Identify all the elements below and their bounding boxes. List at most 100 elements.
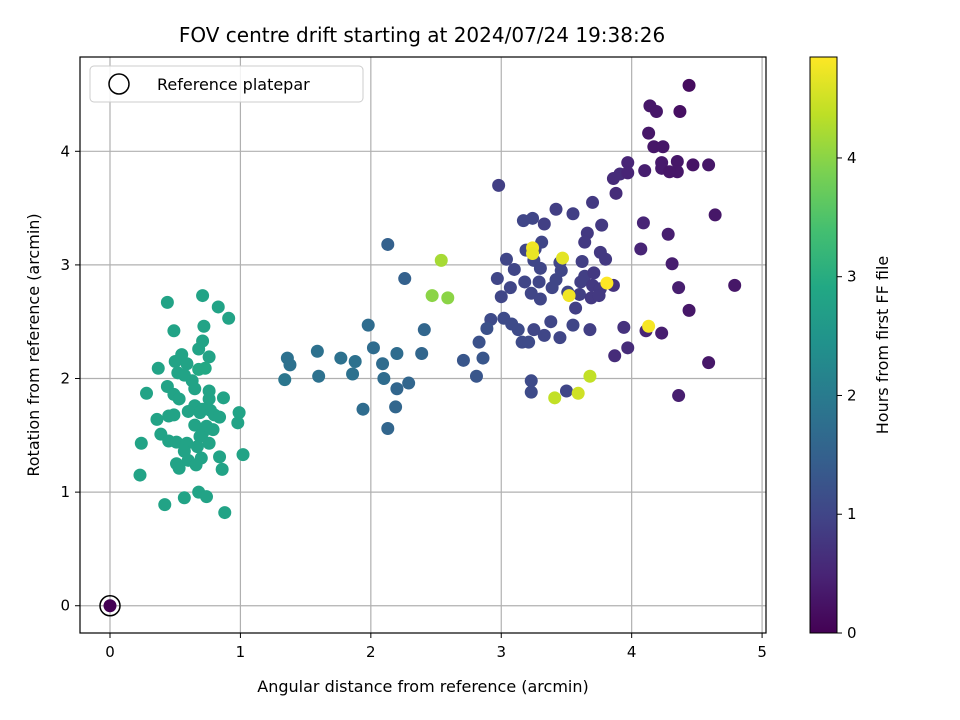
data-point bbox=[682, 303, 696, 317]
data-point bbox=[180, 357, 194, 371]
data-point bbox=[549, 202, 563, 216]
data-point bbox=[682, 78, 696, 92]
data-point bbox=[348, 354, 362, 368]
data-point bbox=[231, 416, 245, 430]
legend-reference-marker bbox=[108, 73, 130, 95]
data-point bbox=[518, 275, 532, 289]
data-point bbox=[526, 247, 540, 261]
data-point bbox=[236, 448, 250, 462]
data-point bbox=[587, 266, 601, 280]
y-tick-label: 1 bbox=[60, 483, 70, 501]
data-point bbox=[522, 335, 536, 349]
data-point bbox=[181, 404, 195, 418]
data-point bbox=[456, 353, 470, 367]
data-point bbox=[492, 178, 506, 192]
data-point bbox=[548, 391, 562, 405]
data-point bbox=[586, 195, 600, 209]
data-point bbox=[507, 262, 521, 276]
data-point bbox=[218, 506, 232, 520]
data-point bbox=[583, 323, 597, 337]
data-point bbox=[415, 347, 429, 361]
data-point bbox=[533, 292, 547, 306]
x-tick-label: 2 bbox=[366, 643, 376, 661]
x-axis-label: Angular distance from reference (arcmin) bbox=[257, 677, 588, 696]
data-point bbox=[537, 328, 551, 342]
data-point bbox=[188, 382, 202, 396]
data-point bbox=[215, 462, 229, 476]
data-point bbox=[190, 440, 204, 454]
data-point bbox=[574, 275, 588, 289]
data-point bbox=[133, 468, 147, 482]
data-point bbox=[569, 301, 583, 315]
data-point bbox=[544, 315, 558, 329]
data-point bbox=[134, 436, 148, 450]
data-point bbox=[494, 290, 508, 304]
data-point bbox=[661, 227, 675, 241]
data-point bbox=[366, 341, 380, 355]
data-point bbox=[310, 344, 324, 358]
data-point bbox=[356, 402, 370, 416]
data-point bbox=[670, 155, 684, 169]
data-point bbox=[346, 367, 360, 381]
data-point bbox=[158, 498, 172, 512]
data-point bbox=[390, 347, 404, 361]
data-point bbox=[655, 326, 669, 340]
y-tick-label: 3 bbox=[60, 256, 70, 274]
data-point bbox=[556, 251, 570, 265]
data-point bbox=[524, 374, 538, 388]
reference-point bbox=[103, 599, 117, 613]
data-point bbox=[526, 211, 540, 225]
data-point bbox=[198, 361, 212, 375]
data-point bbox=[390, 382, 404, 396]
x-tick-label: 4 bbox=[627, 643, 637, 661]
y-axis-label: Rotation from reference (arcmin) bbox=[24, 213, 43, 476]
data-point bbox=[537, 217, 551, 231]
y-tick-label: 2 bbox=[60, 370, 70, 388]
y-tick-label: 4 bbox=[60, 142, 70, 160]
data-point bbox=[469, 369, 483, 383]
data-point bbox=[202, 436, 216, 450]
data-point bbox=[499, 252, 513, 266]
data-point bbox=[533, 261, 547, 275]
data-point bbox=[200, 490, 214, 504]
data-point bbox=[573, 287, 587, 301]
data-point bbox=[283, 358, 297, 372]
data-point bbox=[472, 335, 486, 349]
colorbar-ticks: 0 1 2 3 4 bbox=[837, 149, 857, 642]
data-point bbox=[702, 356, 716, 370]
data-point bbox=[192, 342, 206, 356]
data-point bbox=[402, 376, 416, 390]
data-point bbox=[503, 281, 517, 295]
x-tick-label: 3 bbox=[496, 643, 506, 661]
data-point bbox=[600, 276, 614, 290]
data-point bbox=[167, 324, 181, 338]
chart-title: FOV centre drift starting at 2024/07/24 … bbox=[179, 23, 665, 47]
colorbar-tick-label: 4 bbox=[847, 149, 857, 167]
data-point bbox=[441, 291, 455, 305]
data-point bbox=[673, 105, 687, 119]
data-point bbox=[381, 237, 395, 251]
data-point bbox=[662, 165, 676, 179]
data-point bbox=[609, 186, 623, 200]
data-point bbox=[278, 373, 292, 387]
data-point bbox=[617, 320, 631, 334]
data-point bbox=[206, 423, 220, 437]
colorbar-tick-label: 3 bbox=[847, 268, 857, 286]
data-point bbox=[216, 391, 230, 405]
legend-box bbox=[89, 65, 364, 103]
data-point bbox=[595, 218, 609, 232]
colorbar-tick-label: 0 bbox=[847, 624, 857, 642]
data-point bbox=[621, 156, 635, 170]
data-point bbox=[197, 319, 211, 333]
data-point bbox=[168, 354, 182, 368]
plot-frame bbox=[79, 56, 767, 634]
legend-entry-reference: Reference platepar bbox=[157, 75, 310, 94]
data-point bbox=[196, 289, 210, 303]
data-point bbox=[381, 422, 395, 436]
data-point bbox=[188, 418, 202, 432]
x-tick-label: 1 bbox=[236, 643, 246, 661]
data-point bbox=[583, 369, 597, 383]
data-point bbox=[672, 389, 686, 403]
data-point bbox=[312, 369, 326, 383]
data-point bbox=[728, 278, 742, 292]
